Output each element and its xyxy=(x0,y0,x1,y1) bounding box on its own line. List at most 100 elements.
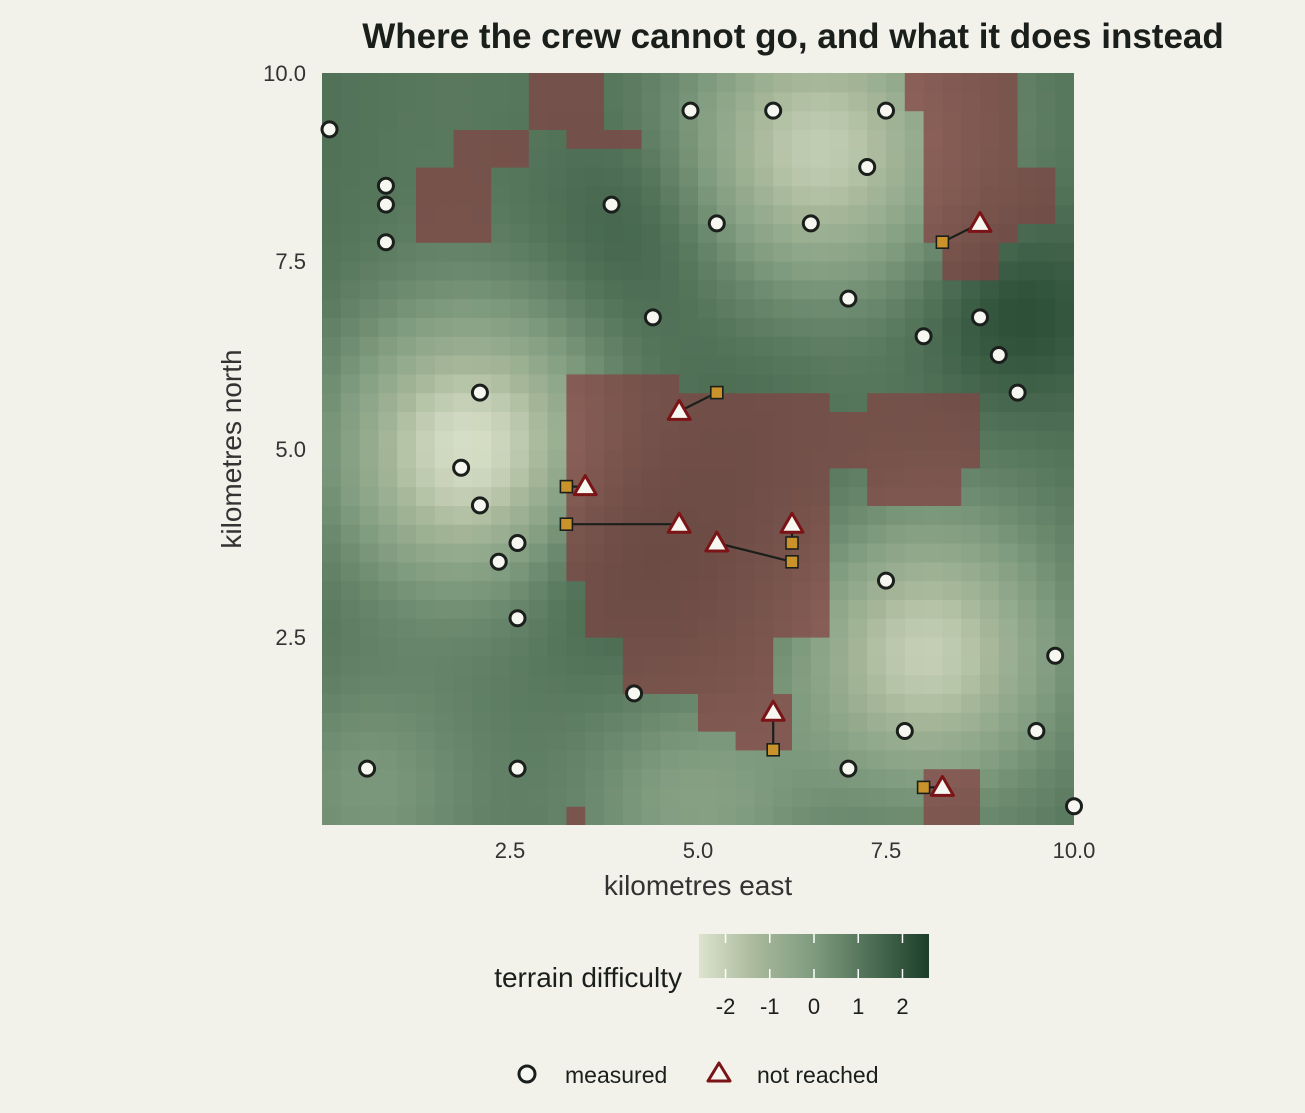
terrain-cell xyxy=(472,599,492,619)
terrain-cell xyxy=(998,787,1019,807)
terrain-cell xyxy=(754,204,774,224)
terrain-cell xyxy=(942,317,962,337)
terrain-cell xyxy=(604,242,624,262)
terrain-cell xyxy=(998,242,1019,262)
terrain-cell xyxy=(942,373,962,394)
terrain-cell xyxy=(810,599,831,619)
terrain-cell xyxy=(378,392,398,412)
terrain-cell xyxy=(792,185,812,206)
terrain-cell xyxy=(1017,298,1037,318)
colorbar-tick-label: -2 xyxy=(716,994,736,1019)
terrain-cell xyxy=(698,449,718,469)
terrain-cell xyxy=(585,392,605,412)
terrain-cell xyxy=(980,261,1000,281)
terrain-cell xyxy=(998,731,1019,751)
terrain-cell xyxy=(679,298,699,318)
terrain-cell xyxy=(867,298,887,318)
terrain-cell xyxy=(472,317,492,337)
terrain-cell xyxy=(716,430,737,450)
terrain-cell xyxy=(1036,298,1056,318)
terrain-cell xyxy=(434,355,455,375)
terrain-cell xyxy=(998,524,1019,544)
terrain-cell xyxy=(716,185,737,206)
terrain-cell xyxy=(867,787,887,807)
not-reached-markers xyxy=(572,210,993,797)
terrain-cell xyxy=(510,148,530,168)
terrain-cell xyxy=(998,317,1019,337)
terrain-cell xyxy=(942,279,962,300)
terrain-cell xyxy=(792,580,812,600)
terrain-cell xyxy=(679,449,699,469)
terrain-cell xyxy=(735,467,755,488)
terrain-cell xyxy=(528,242,549,262)
terrain-cell xyxy=(998,298,1019,318)
terrain-cell xyxy=(980,392,1000,412)
terrain-cell xyxy=(716,279,737,300)
terrain-cell xyxy=(528,768,549,788)
terrain-cell xyxy=(547,373,567,394)
terrain-cell xyxy=(453,242,473,262)
terrain-cell xyxy=(491,129,511,149)
terrain-cell xyxy=(472,731,492,751)
terrain-cell xyxy=(998,223,1019,243)
measured-point xyxy=(801,214,820,233)
terrain-cell xyxy=(735,599,755,619)
terrain-cell xyxy=(735,261,755,281)
terrain-cell xyxy=(453,731,473,751)
terrain-cell xyxy=(416,373,436,394)
terrain-cell xyxy=(735,674,755,694)
terrain-cell xyxy=(397,768,417,788)
terrain-cell xyxy=(735,449,755,469)
terrain-cell xyxy=(942,599,962,619)
terrain-cell xyxy=(359,242,379,262)
terrain-cell xyxy=(942,543,962,563)
terrain-cell xyxy=(998,430,1019,450)
terrain-cell xyxy=(792,373,812,394)
measured-point xyxy=(470,496,489,515)
terrain-cell xyxy=(716,242,737,262)
terrain-cell xyxy=(453,279,473,300)
terrain-cell xyxy=(340,524,361,544)
terrain-cell xyxy=(829,355,849,375)
measured-point xyxy=(764,101,783,120)
terrain-cell xyxy=(792,91,812,112)
terrain-cell xyxy=(622,749,643,770)
terrain-cell xyxy=(566,637,586,657)
terrain-cell xyxy=(942,148,962,168)
terrain-cell xyxy=(867,749,887,770)
terrain-cell xyxy=(961,543,981,563)
terrain-cell xyxy=(923,279,943,300)
terrain-cell xyxy=(679,148,699,168)
terrain-cell xyxy=(923,580,943,600)
terrain-cell xyxy=(961,599,981,619)
terrain-cell xyxy=(528,543,549,563)
terrain-cell xyxy=(1055,148,1074,168)
measured-point xyxy=(376,176,395,195)
terrain-cell xyxy=(359,317,379,337)
terrain-cell xyxy=(923,411,943,431)
terrain-cell xyxy=(848,561,868,582)
terrain-cell xyxy=(585,768,605,788)
terrain-cell xyxy=(660,467,680,488)
terrain-cell xyxy=(679,223,699,243)
terrain-cell xyxy=(998,91,1019,112)
terrain-cell xyxy=(378,731,398,751)
terrain-cell xyxy=(1036,599,1056,619)
terrain-cell xyxy=(998,73,1019,93)
terrain-cell xyxy=(773,355,793,375)
terrain-cell xyxy=(491,524,511,544)
terrain-cell xyxy=(716,693,737,713)
terrain-cell xyxy=(622,317,643,337)
terrain-cell xyxy=(961,749,981,770)
terrain-cell xyxy=(622,336,643,356)
terrain-cell xyxy=(641,392,661,412)
terrain-cell xyxy=(810,637,831,657)
terrain-cell xyxy=(660,242,680,262)
legend-not-reached-label: not reached xyxy=(757,1062,878,1088)
terrain-cell xyxy=(547,411,567,431)
terrain-cell xyxy=(923,806,943,825)
terrain-cell xyxy=(904,599,925,619)
terrain-cell xyxy=(810,355,831,375)
terrain-cell xyxy=(773,467,793,488)
measured-point xyxy=(1065,797,1083,816)
